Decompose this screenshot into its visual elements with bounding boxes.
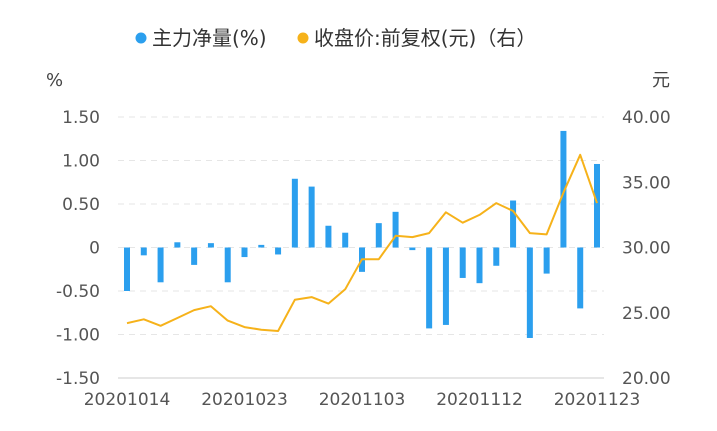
legend-label-bars: 主力净量(%)	[152, 26, 267, 50]
bar[interactable]	[375, 223, 382, 248]
x-tick-label: 20201023	[201, 390, 288, 410]
legend: 主力净量(%) 收盘价:前复权(元)（右）	[135, 26, 537, 50]
left-tick-label: 1.00	[62, 152, 100, 172]
price-line[interactable]	[126, 153, 598, 332]
bar[interactable]	[476, 247, 483, 284]
x-tick-label: 20201123	[554, 390, 641, 410]
left-tick-label: -1.50	[56, 369, 100, 389]
bar[interactable]	[174, 242, 181, 248]
bar[interactable]	[392, 211, 399, 248]
bar[interactable]	[594, 163, 600, 248]
bar[interactable]	[308, 186, 315, 248]
bar[interactable]	[442, 247, 449, 325]
x-tick-label: 20201103	[319, 390, 406, 410]
right-axis-unit: 元	[652, 70, 670, 91]
bar[interactable]	[325, 225, 332, 248]
bar[interactable]	[426, 247, 433, 329]
x-axis-ticks: 20201014 20201023 20201103 20201112 20201123	[84, 390, 641, 410]
bar-series	[124, 130, 600, 338]
bar[interactable]	[510, 200, 517, 248]
right-tick-label: 25.00	[622, 304, 671, 324]
line-series	[126, 153, 598, 332]
legend-label-line: 收盘价:前复权(元)（右）	[314, 26, 536, 50]
bar[interactable]	[526, 247, 533, 338]
bar[interactable]	[560, 130, 567, 248]
left-axis-unit: %	[46, 70, 63, 91]
legend-item-line[interactable]: 收盘价:前复权(元)（右）	[297, 26, 537, 50]
legend-bar-marker	[135, 32, 147, 44]
legend-line-marker	[297, 32, 309, 44]
bar[interactable]	[224, 247, 231, 283]
left-axis-ticks: 1.50 1.00 0.50 0 -0.50 -1.00 -1.50	[56, 108, 100, 389]
bar[interactable]	[459, 247, 466, 278]
bar[interactable]	[342, 232, 349, 248]
right-tick-label: 20.00	[622, 369, 671, 389]
left-tick-label: 1.50	[62, 108, 100, 128]
x-tick-label: 20201014	[84, 390, 171, 410]
legend-item-bars[interactable]: 主力净量(%)	[135, 26, 267, 50]
bar[interactable]	[191, 247, 198, 265]
right-axis-ticks: 40.00 35.00 30.00 25.00 20.00	[622, 108, 671, 389]
left-tick-label: 0	[89, 239, 100, 259]
bar[interactable]	[140, 247, 147, 256]
right-tick-label: 30.00	[622, 239, 671, 259]
bar[interactable]	[241, 247, 248, 258]
right-tick-label: 35.00	[622, 173, 671, 193]
bar[interactable]	[275, 247, 282, 255]
right-tick-label: 40.00	[622, 108, 671, 128]
left-tick-label: -1.00	[56, 326, 100, 346]
bar[interactable]	[207, 243, 214, 248]
bar[interactable]	[258, 244, 265, 248]
left-tick-label: 0.50	[62, 195, 100, 215]
bar[interactable]	[493, 247, 500, 266]
x-tick-label: 20201112	[436, 390, 523, 410]
bar[interactable]	[409, 247, 416, 251]
left-tick-label: -0.50	[56, 282, 100, 302]
bar[interactable]	[577, 247, 584, 309]
bar[interactable]	[124, 247, 130, 292]
bar[interactable]	[543, 247, 550, 274]
bar[interactable]	[291, 178, 298, 248]
bar[interactable]	[157, 247, 164, 283]
